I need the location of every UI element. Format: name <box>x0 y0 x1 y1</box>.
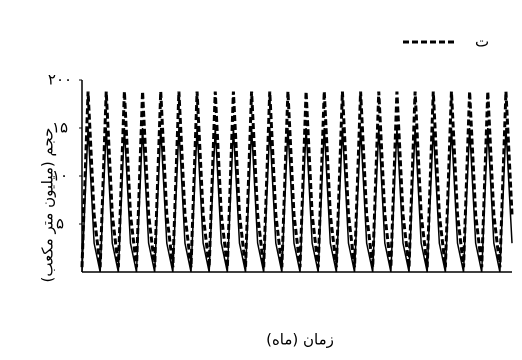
y-axis-title: حجم (میلیون متر مکعب) <box>39 128 57 283</box>
series-line <box>80 91 514 268</box>
legend-label: ت <box>475 33 489 51</box>
y-tick-label: ۲۰۰ <box>48 71 72 89</box>
y-tick-label: ۱۵ <box>52 119 68 137</box>
x-axis-title: زمان (ماه) <box>266 331 334 349</box>
y-tick-label: ۵ <box>56 215 64 233</box>
series-line <box>81 127 513 273</box>
y-tick-label: ۱۰ <box>52 167 68 185</box>
